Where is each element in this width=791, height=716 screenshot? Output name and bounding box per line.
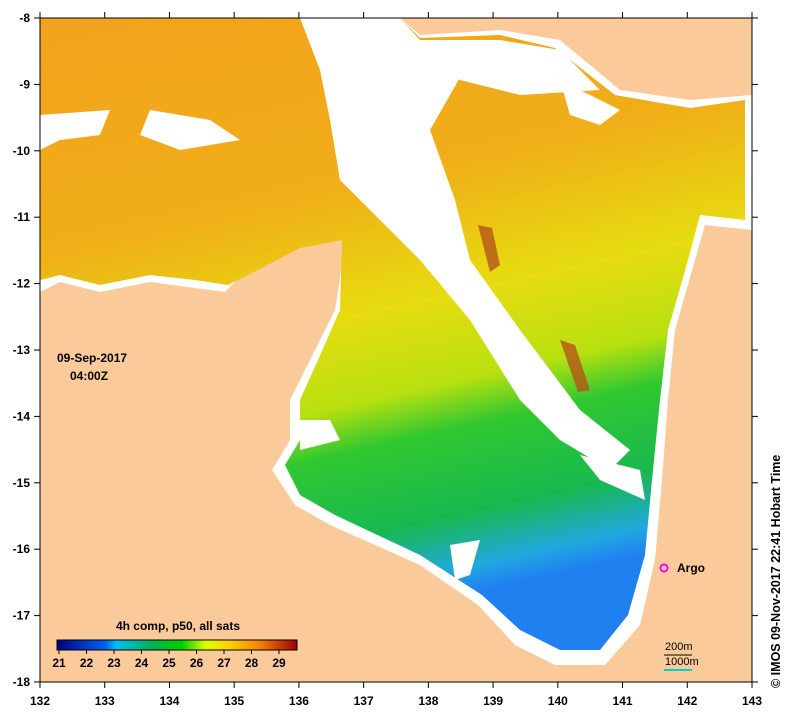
colorbar-tick-label: 25 — [162, 656, 176, 670]
colorbar-title: 4h comp, p50, all sats — [116, 619, 240, 633]
y-tick-label: -9 — [19, 77, 30, 91]
contour-200m-label: 200m — [665, 641, 693, 653]
x-tick-label: 135 — [224, 694, 244, 708]
y-tick-label: -16 — [13, 542, 31, 556]
x-tick-label: 141 — [613, 694, 633, 708]
y-tick-label: -8 — [19, 11, 30, 25]
y-tick-label: -11 — [13, 210, 30, 224]
x-tick-label: 134 — [159, 694, 179, 708]
colorbar-tick-label: 22 — [80, 656, 94, 670]
argo-label: Argo — [677, 561, 705, 575]
x-tick-label: 138 — [418, 694, 438, 708]
colorbar-tick-label: 29 — [272, 656, 286, 670]
y-tick-label: -15 — [13, 476, 31, 490]
warm-patches — [478, 225, 590, 392]
cloud-patches — [40, 18, 645, 580]
contour-1000m-label: 1000m — [665, 656, 699, 668]
x-tick-label: 140 — [548, 694, 568, 708]
x-tick-label: 133 — [95, 694, 115, 708]
y-tick-label: -13 — [13, 343, 31, 357]
colorbar — [56, 639, 298, 651]
colorbar-ticks: 21 22 23 24 25 26 27 28 29 — [52, 650, 286, 670]
colorbar-tick-label: 27 — [217, 656, 231, 670]
credit-text: © IMOS 09-Nov-2017 22:41 Hobart Time — [769, 455, 783, 688]
y-tick-label: -18 — [13, 675, 31, 689]
colorbar-tick-label: 28 — [245, 656, 259, 670]
y-tick-label: -10 — [13, 144, 31, 158]
x-tick-label: 143 — [742, 694, 762, 708]
time-label: 04:00Z — [70, 369, 108, 383]
sst-field — [40, 18, 745, 650]
colorbar-tick-label: 24 — [135, 656, 149, 670]
date-label: 09-Sep-2017 — [57, 351, 127, 365]
y-tick-label: -12 — [13, 277, 31, 291]
y-tick-label: -14 — [13, 409, 31, 423]
x-tick-label: 137 — [354, 694, 374, 708]
x-tick-label: 136 — [289, 694, 309, 708]
x-tick-label: 142 — [677, 694, 697, 708]
y-tick-label: -17 — [13, 609, 31, 623]
colorbar-tick-label: 21 — [52, 656, 66, 670]
colorbar-tick-label: 26 — [190, 656, 204, 670]
argo-float-marker[interactable] — [659, 563, 669, 573]
colorbar-tick-label: 23 — [107, 656, 121, 670]
x-tick-label: 139 — [483, 694, 503, 708]
axis-ticks: 132 133 134 135 136 137 138 139 140 141 142 143 -8 -9… — [13, 11, 763, 708]
x-tick-label: 132 — [30, 694, 50, 708]
